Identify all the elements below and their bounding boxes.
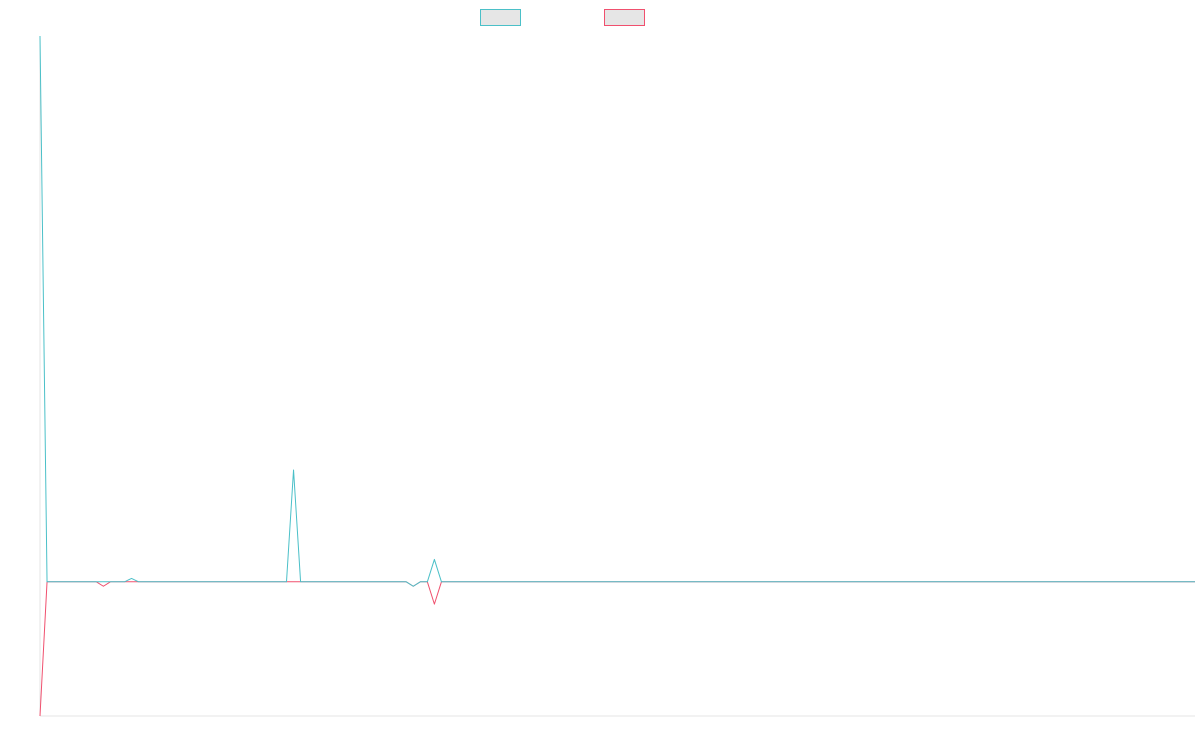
- legend-swatch-series-2: [604, 9, 645, 26]
- axes: [39, 36, 1195, 717]
- series-line-1: [39, 35, 1195, 587]
- series-line-2: [39, 581, 1195, 717]
- legend: [480, 9, 645, 26]
- legend-swatch-series-1: [480, 9, 521, 26]
- series-layer: [39, 35, 1195, 717]
